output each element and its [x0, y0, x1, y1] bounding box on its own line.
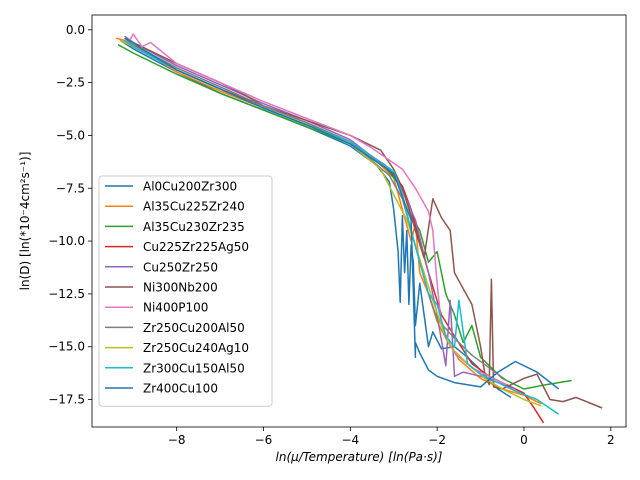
- legend-label-0: Al0Cu200Zr300: [143, 180, 237, 194]
- plot-frame: [91, 14, 627, 428]
- legend-label-4: Cu250Zr250: [143, 260, 218, 274]
- legend-label-3: Cu225Zr225Ag50: [143, 240, 249, 254]
- y-tick-label-7: −17.5: [48, 393, 85, 407]
- y-tick-label-0: 0.0: [66, 23, 85, 37]
- series-line-2: [117, 43, 572, 390]
- x-axis-label: ln(μ/Temperature) [ln(Pa·s)]: [276, 450, 443, 464]
- legend-label-9: Zr300Cu150Al50: [143, 361, 245, 375]
- series-layer: [115, 33, 603, 424]
- y-tick-label-6: −15.0: [48, 340, 85, 354]
- y-tick-label-5: −12.5: [48, 287, 85, 301]
- x-ticks: −8 −6 −4 −2 0 2: [168, 427, 615, 447]
- legend-label-6: Ni400P100: [143, 301, 208, 315]
- legend-label-5: Ni300Nb200: [143, 281, 218, 295]
- legend-label-7: Zr250Cu200Al50: [143, 321, 245, 335]
- y-tick-label-2: −5.0: [56, 128, 85, 142]
- series-line-4: [124, 35, 516, 390]
- legend-label-8: Zr250Cu240Ag10: [143, 341, 249, 355]
- series-line-1: [115, 37, 542, 405]
- legend-label-2: Al35Cu230Zr235: [143, 220, 245, 234]
- y-ticks: 0.0 −2.5 −5.0 −7.5 −10.0 −12.5 −15.0 −17.5: [48, 23, 92, 407]
- x-tick-label-3: −2: [428, 433, 446, 447]
- x-tick-label-1: −6: [255, 433, 273, 447]
- legend-label-10: Zr400Cu100: [143, 382, 218, 396]
- series-line-10: [124, 37, 560, 390]
- x-tick-label-5: 2: [607, 433, 615, 447]
- y-tick-label-4: −10.0: [48, 234, 85, 248]
- legend: Al0Cu200Zr300 Al35Cu225Zr240 Al35Cu230Zr23…: [98, 175, 273, 407]
- x-tick-label-2: −4: [341, 433, 359, 447]
- legend-box: [98, 175, 273, 407]
- x-tick-label-4: 0: [520, 433, 528, 447]
- y-tick-label-1: −2.5: [56, 76, 85, 90]
- y-axis-label: ln(D) [ln(*10⁻4cm²s⁻¹)]: [18, 152, 32, 291]
- series-line-6: [120, 33, 507, 386]
- x-tick-label-0: −8: [168, 433, 186, 447]
- y-tick-label-3: −7.5: [56, 181, 85, 195]
- legend-label-1: Al35Cu225Zr240: [143, 200, 245, 214]
